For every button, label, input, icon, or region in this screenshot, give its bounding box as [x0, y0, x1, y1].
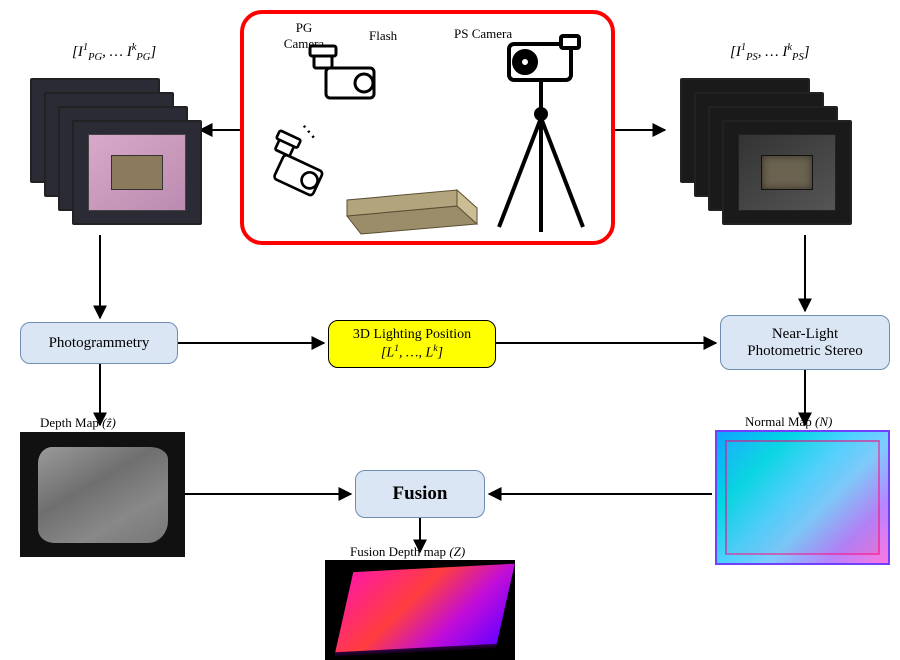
formula-ps-stack: [I1PS, … IkPS]	[730, 42, 810, 63]
node-photogrammetry: Photogrammetry	[20, 322, 178, 364]
node-lighting-label: 3D Lighting Position	[353, 327, 471, 343]
fusion-map-image	[325, 560, 515, 660]
node-fusion-label: Fusion	[393, 483, 448, 505]
label-flash: Flash	[369, 28, 397, 44]
pg-camera-icon	[304, 44, 394, 114]
label-fusionmap: Fusion Depth map (Z)	[350, 544, 465, 560]
label-depthmap: Depth Map (ẑ)	[40, 415, 116, 431]
pg-image-stack	[30, 78, 220, 238]
formula-pg-stack: [I1PG, … IkPG]	[72, 42, 156, 63]
node-fusion: Fusion	[355, 470, 485, 518]
acquisition-panel: PG Camera Flash PS Camera ⋯	[240, 10, 615, 245]
node-nearlight-label: Near-Light Photometric Stereo	[747, 326, 862, 360]
normal-map-image	[715, 430, 890, 565]
formula-lighting: [L1, …, Lk]	[381, 343, 443, 362]
label-normalmap: Normal Map (N)	[745, 414, 832, 430]
node-lighting: 3D Lighting Position [L1, …, Lk]	[328, 320, 496, 368]
book-object-icon	[339, 184, 484, 239]
depth-map-image	[20, 432, 185, 557]
node-photogrammetry-label: Photogrammetry	[49, 335, 150, 352]
ps-image-stack	[680, 78, 880, 238]
node-nearlight: Near-Light Photometric Stereo	[720, 315, 890, 370]
ps-camera-tripod-icon	[469, 32, 609, 237]
